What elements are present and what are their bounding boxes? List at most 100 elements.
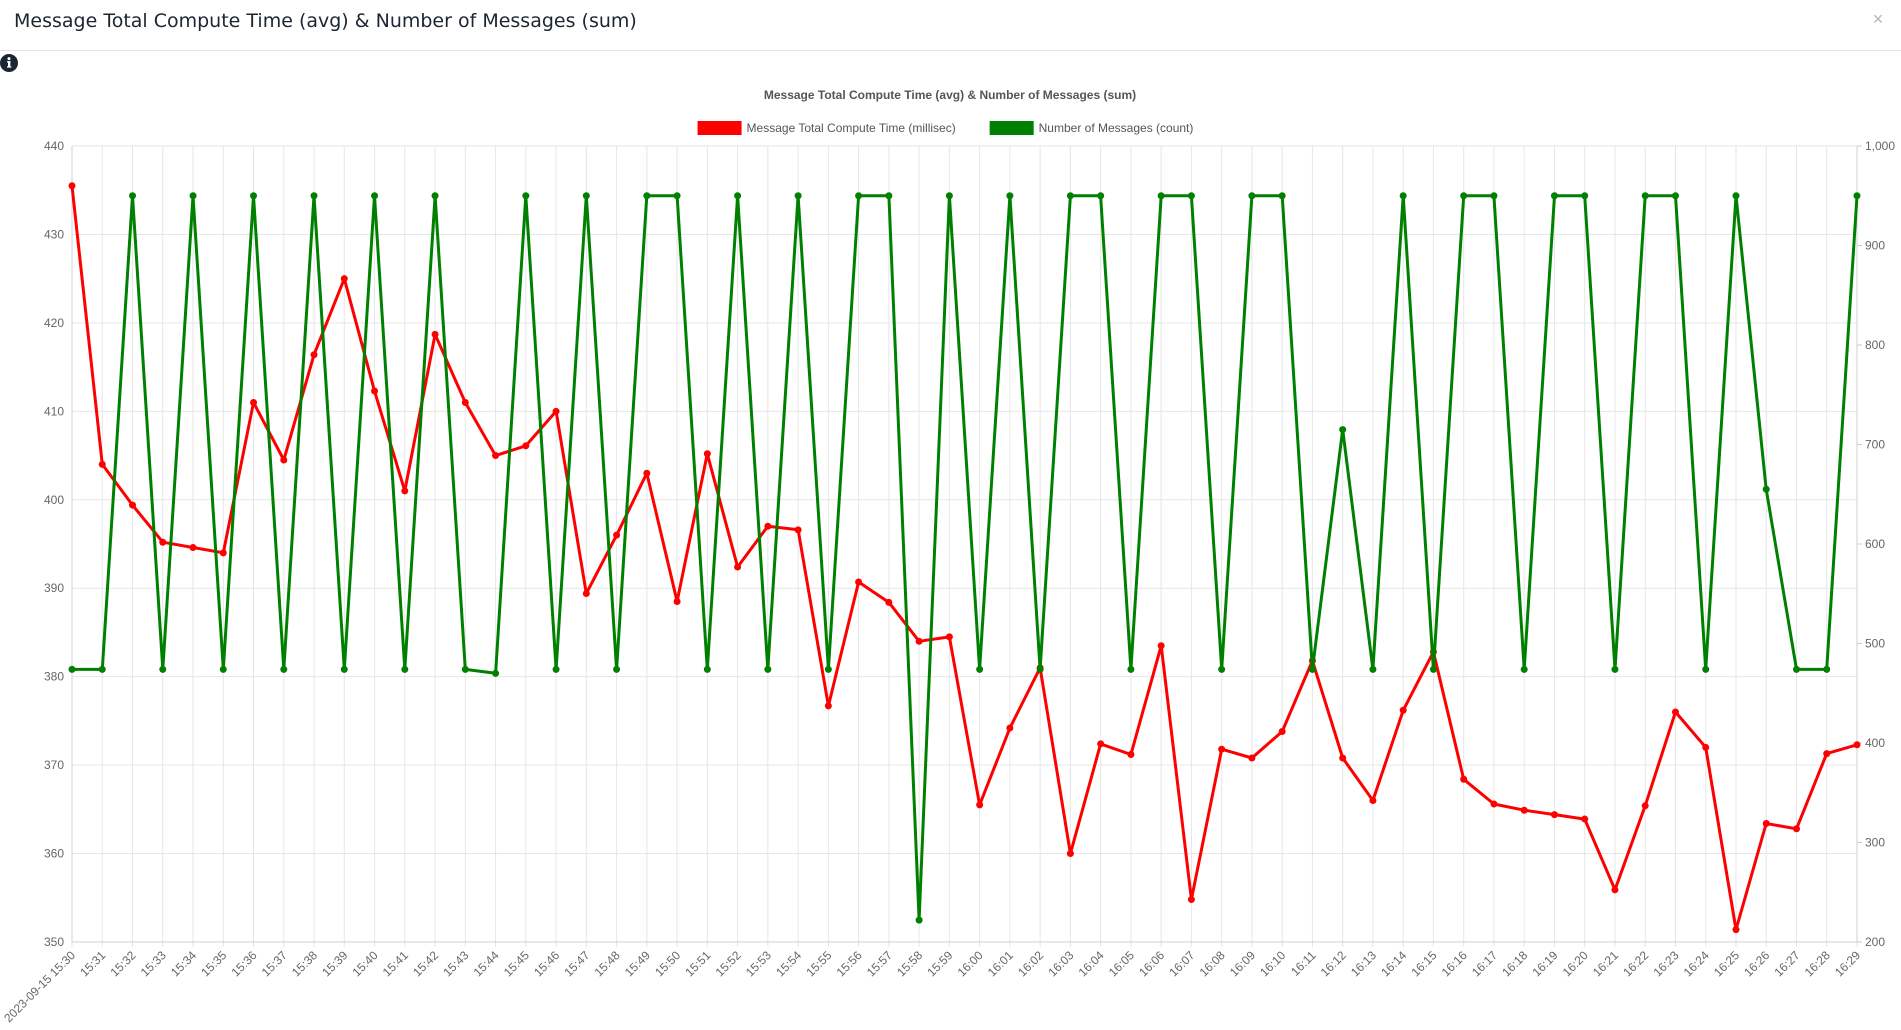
series-2-point bbox=[1097, 192, 1105, 200]
series-2-point bbox=[1278, 192, 1286, 200]
x-tick-label: 16:29 bbox=[1832, 948, 1863, 979]
series-1-point bbox=[613, 531, 621, 539]
series-2-point bbox=[1641, 192, 1649, 200]
x-tick-label: 15:33 bbox=[138, 948, 169, 979]
series-2-point bbox=[1671, 192, 1679, 200]
series-2-point bbox=[1187, 192, 1195, 200]
series-2-point bbox=[1369, 665, 1377, 673]
series-2-point bbox=[1429, 665, 1437, 673]
x-tick-label: 15:46 bbox=[531, 948, 562, 979]
x-tick-label: 15:48 bbox=[592, 948, 623, 979]
x-tick-label: 15:34 bbox=[168, 948, 199, 979]
x-tick-label: 15:56 bbox=[834, 948, 865, 979]
x-tick-label: 16:26 bbox=[1741, 948, 1772, 979]
x-tick-label: 16:16 bbox=[1439, 948, 1470, 979]
series-1-point bbox=[1460, 775, 1468, 783]
series-1-point bbox=[1823, 750, 1831, 758]
series-1-point bbox=[1641, 802, 1649, 810]
y-right-tick-label: 300 bbox=[1865, 836, 1885, 850]
series-1-point bbox=[522, 442, 530, 450]
series-1-point bbox=[1369, 796, 1377, 804]
x-tick-label: 16:17 bbox=[1469, 948, 1500, 979]
series-1-point bbox=[1399, 706, 1407, 714]
series-2-point bbox=[1036, 665, 1044, 673]
y-right-tick-label: 1,000 bbox=[1865, 139, 1895, 153]
series-1-point bbox=[1127, 750, 1135, 758]
series-1-point bbox=[1157, 642, 1165, 650]
series-2-point bbox=[401, 665, 409, 673]
x-tick-label: 16:18 bbox=[1499, 948, 1530, 979]
chart: Message Total Compute Time (avg) & Numbe… bbox=[1, 88, 1895, 1025]
chart-title: Message Total Compute Time (avg) & Numbe… bbox=[764, 88, 1136, 102]
series-1-point bbox=[794, 526, 802, 534]
series-2-point bbox=[1581, 192, 1589, 200]
y-right-tick-label: 900 bbox=[1865, 239, 1885, 253]
series-1-point bbox=[159, 538, 167, 546]
x-tick-label: 15:54 bbox=[773, 948, 804, 979]
series-1-point bbox=[976, 801, 984, 809]
x-tick-label: 15:38 bbox=[289, 948, 320, 979]
series-2-point bbox=[129, 192, 137, 200]
series-2-point bbox=[280, 665, 288, 673]
x-tick-label: 16:08 bbox=[1197, 948, 1228, 979]
x-tick-label: 16:23 bbox=[1650, 948, 1681, 979]
series-1-point bbox=[340, 275, 348, 283]
x-tick-label: 16:24 bbox=[1681, 948, 1712, 979]
x-tick-label: 15:52 bbox=[713, 948, 744, 979]
x-tick-label: 16:06 bbox=[1136, 948, 1167, 979]
series-1-point bbox=[310, 351, 318, 359]
series-2-point bbox=[764, 665, 772, 673]
y-right-tick-label: 200 bbox=[1865, 935, 1885, 949]
series-1-point bbox=[219, 549, 227, 557]
series-1-point bbox=[915, 637, 923, 645]
series-2-point bbox=[1732, 192, 1740, 200]
series-1-point bbox=[1218, 745, 1226, 753]
x-tick-label: 16:19 bbox=[1529, 948, 1560, 979]
series-2-point bbox=[794, 192, 802, 200]
series-1-point bbox=[552, 407, 560, 415]
x-tick-label: 15:40 bbox=[350, 948, 381, 979]
series-1-point bbox=[703, 450, 711, 458]
series-2-point bbox=[885, 192, 893, 200]
x-tick-label: 16:05 bbox=[1106, 948, 1137, 979]
series-2-point bbox=[1520, 665, 1528, 673]
series-1-point bbox=[1732, 926, 1740, 934]
series-2-point bbox=[98, 665, 106, 673]
series-2-point bbox=[1792, 665, 1800, 673]
series-1-point bbox=[1853, 741, 1861, 749]
y-left-tick-label: 350 bbox=[44, 935, 64, 949]
series-2-point bbox=[492, 669, 500, 677]
info-icon[interactable] bbox=[0, 53, 20, 73]
x-tick-label: 15:51 bbox=[682, 948, 713, 979]
series-2-point bbox=[976, 665, 984, 673]
series-2-point bbox=[219, 665, 227, 673]
series-1-point bbox=[1792, 825, 1800, 833]
series-1-point bbox=[461, 398, 469, 406]
modal-title: Message Total Compute Time (avg) & Numbe… bbox=[14, 10, 637, 32]
x-tick-label: 15:45 bbox=[501, 948, 532, 979]
close-icon[interactable]: × bbox=[1872, 9, 1884, 29]
series-1-point bbox=[582, 590, 590, 598]
y-left-tick-label: 370 bbox=[44, 758, 64, 772]
series-1-point bbox=[1671, 708, 1679, 716]
series-2-point bbox=[643, 192, 651, 200]
series-2-point bbox=[552, 665, 560, 673]
series-2-point bbox=[945, 192, 953, 200]
y-left-tick-label: 430 bbox=[44, 227, 64, 241]
x-tick-label: 16:12 bbox=[1318, 948, 1349, 979]
series-1-point bbox=[68, 182, 76, 190]
y-right-tick-label: 500 bbox=[1865, 637, 1885, 651]
series-2-point bbox=[1218, 665, 1226, 673]
series-2-point bbox=[673, 192, 681, 200]
series-2-point bbox=[250, 192, 258, 200]
series-2-point bbox=[1308, 665, 1316, 673]
series-2-point bbox=[522, 192, 530, 200]
x-tick-label: 15:32 bbox=[107, 948, 138, 979]
series-1-point bbox=[1520, 806, 1528, 814]
series-1-point bbox=[189, 544, 197, 552]
series-2-point bbox=[431, 192, 439, 200]
y-right-tick-label: 700 bbox=[1865, 438, 1885, 452]
y-left-tick-label: 360 bbox=[44, 847, 64, 861]
y-left-tick-label: 440 bbox=[44, 139, 64, 153]
x-tick-label: 15:47 bbox=[561, 948, 592, 979]
